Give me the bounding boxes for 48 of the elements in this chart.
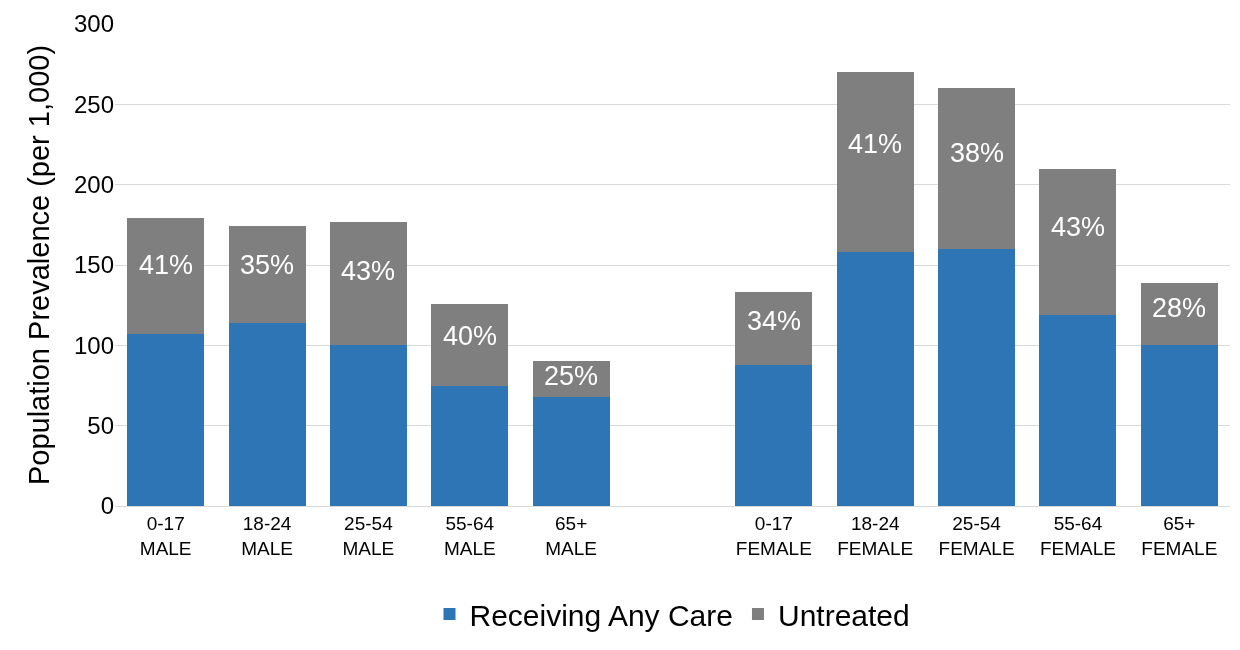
bar (735, 364, 813, 506)
annotation: 28% (1152, 293, 1207, 323)
y-tick-label: 0 (100, 492, 114, 520)
bar (836, 72, 914, 253)
annotation: 25% (544, 361, 599, 391)
y-tick-label: 150 (73, 251, 114, 279)
annotation: 40% (443, 321, 498, 351)
y-tick-label: 300 (73, 10, 114, 38)
bar (1140, 345, 1218, 506)
y-tick-label: 50 (87, 412, 114, 440)
bar (127, 218, 205, 335)
annotation: 34% (747, 306, 802, 336)
bar (228, 322, 306, 506)
x-tick-label: 55-64 MALE (443, 512, 496, 559)
bar (228, 226, 306, 323)
bar (532, 396, 610, 506)
annotation: 43% (1051, 212, 1106, 242)
bar (431, 385, 509, 506)
annotation: 41% (848, 129, 903, 159)
bar (836, 252, 914, 506)
annotation: 41% (139, 250, 194, 280)
bar (127, 334, 205, 506)
y-tick-label: 200 (73, 171, 114, 199)
x-tick-label: 18-24 FEMALE (837, 512, 914, 559)
bar (431, 303, 509, 386)
x-tick-label: 25-54 MALE (342, 512, 395, 559)
bar (938, 248, 1016, 506)
bar (1039, 314, 1117, 506)
annotation: 38% (950, 138, 1005, 168)
x-tick-label: 65+ FEMALE (1141, 512, 1218, 559)
x-tick-label: 0-17 FEMALE (735, 512, 812, 559)
x-tick-label: 55-64 FEMALE (1039, 512, 1116, 559)
x-tick-label: 65+ MALE (545, 512, 598, 559)
y-tick-label: 250 (73, 90, 114, 118)
annotation: 43% (341, 256, 396, 286)
bar (735, 292, 813, 365)
x-tick-label: 0-17 MALE (139, 512, 192, 559)
bar (1039, 168, 1117, 315)
bar (329, 221, 407, 346)
legend-label: Receiving Any Care (469, 598, 733, 632)
y-tick-label: 100 (73, 331, 114, 359)
bar (938, 88, 1016, 249)
legend-label: Untreated (777, 598, 910, 632)
annotation: 35% (240, 250, 295, 280)
x-tick-label: 18-24 MALE (241, 512, 293, 559)
y-axis-title: Population Prevalence (per 1,000) (23, 44, 56, 486)
bar (329, 345, 407, 506)
x-tick-label: 25-54 FEMALE (938, 512, 1015, 559)
